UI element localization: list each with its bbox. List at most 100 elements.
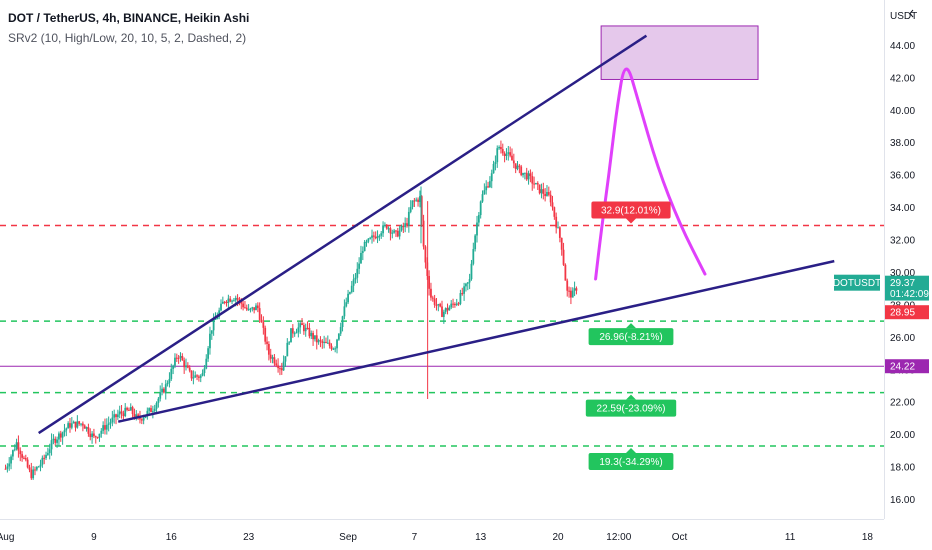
- candle-body: [83, 425, 86, 429]
- candle-body: [573, 288, 576, 291]
- candle-body: [113, 414, 116, 418]
- candle-body: [214, 318, 217, 320]
- candle-body: [435, 304, 438, 306]
- candle-body: [525, 172, 528, 180]
- price-axis-tag-text: 28.95: [890, 308, 915, 319]
- candle-body: [317, 340, 320, 343]
- candle-body: [35, 467, 38, 470]
- candle-body: [41, 457, 44, 465]
- candle-body: [150, 408, 152, 413]
- candle-body: [535, 183, 537, 185]
- candle-body: [124, 407, 127, 417]
- chevron-icon: [909, 9, 914, 18]
- candle-body: [116, 414, 119, 418]
- candle-body: [514, 163, 517, 169]
- candle-body: [520, 166, 523, 176]
- candle-body: [209, 333, 211, 349]
- candle-body: [111, 417, 114, 423]
- candle-body: [400, 225, 403, 231]
- level-label-arrow: [626, 218, 636, 224]
- candle-body: [466, 282, 469, 284]
- candle-body: [207, 348, 210, 359]
- candle-body: [389, 228, 392, 234]
- candle-body: [282, 361, 285, 371]
- candle-body: [529, 173, 532, 177]
- indicator-label[interactable]: SRv2 (10, High/Low, 20, 10, 5, 2, Dashed…: [8, 31, 247, 45]
- candle-body: [385, 224, 388, 229]
- price-axis-tag-text: 29.37: [890, 278, 915, 289]
- x-tick-label: 16: [166, 532, 178, 543]
- y-tick-label: 44.00: [890, 41, 915, 52]
- candle-body: [70, 423, 73, 428]
- candle-body: [476, 222, 478, 236]
- candle-body: [249, 308, 252, 310]
- y-tick-label: 36.00: [890, 171, 915, 182]
- candle-body: [131, 407, 134, 415]
- candle-body: [107, 423, 110, 425]
- candle-body: [490, 173, 493, 182]
- candle-body: [369, 237, 372, 239]
- candle-body: [382, 225, 384, 234]
- candle-body: [80, 423, 82, 425]
- candle-body: [179, 356, 182, 358]
- price-axis-tag: [885, 275, 929, 290]
- candle-body: [148, 408, 151, 411]
- candle-body: [279, 368, 281, 370]
- symbol-axis-tag-text: DOTUSDT: [833, 278, 881, 289]
- candle-body: [98, 433, 101, 438]
- candle-body: [15, 442, 18, 450]
- candle-body: [74, 421, 77, 428]
- price-axis-tag: [885, 286, 929, 301]
- candle-body: [321, 341, 324, 343]
- candle-body: [153, 408, 156, 412]
- candle-body: [501, 149, 504, 154]
- candle-body: [284, 356, 287, 362]
- candle-body: [407, 211, 410, 226]
- candle-body: [253, 307, 256, 311]
- candle-body: [163, 388, 165, 393]
- candle-body: [575, 288, 578, 291]
- candle-body: [37, 466, 40, 468]
- candle-body: [290, 328, 292, 343]
- candle-body: [4, 468, 7, 470]
- candle-body: [238, 299, 241, 301]
- candle-body: [433, 298, 436, 305]
- level-label-text: 32.9(12.01%): [601, 205, 661, 216]
- candle-body: [310, 332, 313, 337]
- candle-body: [118, 411, 121, 415]
- candle-body: [59, 433, 62, 438]
- candle-body: [280, 368, 283, 371]
- candle-body: [455, 303, 458, 306]
- candle-body: [396, 230, 399, 237]
- candle-body: [487, 186, 489, 188]
- candle-body: [479, 201, 482, 216]
- price-axis-tag-text: 01:42:09: [890, 289, 929, 300]
- y-tick-label: 18.00: [890, 463, 915, 474]
- level-label-text: 22.59(-23.09%): [597, 404, 666, 415]
- candle-body: [557, 227, 559, 229]
- candle-body: [61, 432, 64, 438]
- candle-body: [100, 430, 103, 434]
- candle-body: [247, 309, 250, 311]
- candle-body: [376, 236, 379, 239]
- candle-body: [413, 200, 416, 202]
- candle-body: [417, 199, 419, 202]
- candle-body: [431, 297, 434, 299]
- candle-body: [52, 438, 55, 441]
- candle-body: [177, 357, 180, 359]
- candle-body: [477, 215, 480, 223]
- candle-body: [551, 202, 554, 208]
- candle-body: [201, 373, 204, 376]
- candle-body: [129, 407, 132, 411]
- candle-body: [166, 382, 169, 385]
- y-tick-label: 38.00: [890, 138, 915, 149]
- candle-body: [453, 304, 456, 306]
- candle-body: [345, 302, 348, 307]
- candle-body: [269, 354, 272, 359]
- candle-body: [175, 357, 178, 359]
- candle-body: [356, 268, 359, 278]
- candle-body: [102, 425, 105, 431]
- symbol-title[interactable]: DOT / TetherUS, 4h, BINANCE, Heikin Ashi: [8, 11, 250, 25]
- candle-body: [78, 421, 81, 424]
